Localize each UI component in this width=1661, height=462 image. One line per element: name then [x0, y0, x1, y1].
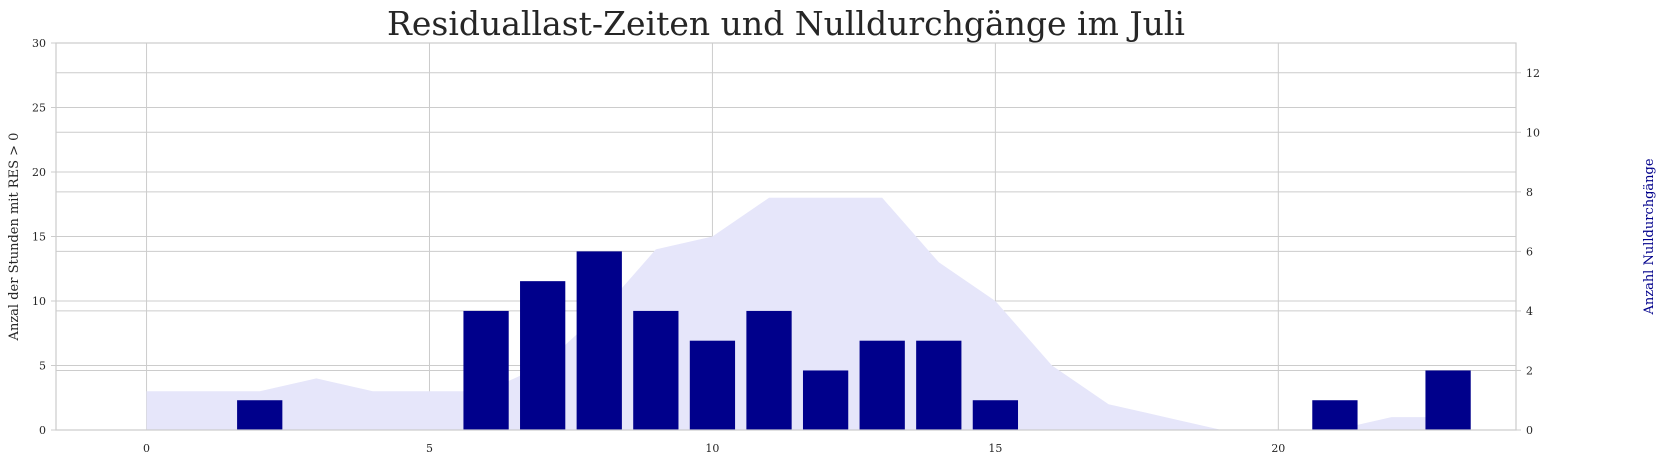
y-axis-label: Anzal der Stunden mit RES > 0 — [7, 133, 22, 342]
area-series — [146, 197, 1449, 430]
y-tick-label: 0 — [39, 424, 46, 437]
bar — [633, 310, 679, 430]
y2-tick-label: 12 — [1526, 67, 1540, 80]
x-tick-label: 10 — [705, 442, 719, 455]
y2-tick-label: 0 — [1526, 424, 1533, 437]
bar — [746, 310, 792, 430]
bar — [972, 400, 1019, 430]
bar — [1312, 400, 1358, 430]
x-tick-label: 0 — [143, 442, 150, 455]
bar — [802, 370, 849, 430]
y2-tick-label: 2 — [1526, 364, 1533, 377]
plot-frame — [55, 42, 1517, 431]
x-tick-label: 5 — [426, 442, 433, 455]
y-tick-label: 15 — [32, 231, 46, 244]
y2-axis-label: Anzahl Nulldurchgänge — [1642, 158, 1657, 315]
y-tick-label: 10 — [32, 295, 46, 308]
y2-tick-label: 8 — [1526, 186, 1533, 199]
bar — [237, 400, 283, 430]
bar — [916, 340, 962, 430]
bar — [576, 251, 622, 430]
y-tick-label: 30 — [32, 37, 46, 50]
y2-tick-label: 10 — [1526, 126, 1540, 139]
bar-layer — [237, 251, 1471, 430]
x-tick-label: 15 — [988, 442, 1002, 455]
bar — [689, 340, 736, 430]
y-tick-label: 20 — [32, 166, 46, 179]
bar — [859, 340, 905, 430]
y2-tick-label: 6 — [1526, 245, 1533, 258]
chart-title: Residuallast-Zeiten und Nulldurchgänge i… — [387, 4, 1185, 43]
y-tick-label: 25 — [32, 102, 46, 115]
tick-layer: 0 5 10 15 20 0 5 10 15 20 25 30 0 2 4 6 8 10 12 — [32, 37, 1540, 455]
x-tick-label: 20 — [1271, 442, 1285, 455]
y2-tick-label: 4 — [1526, 305, 1533, 318]
y-tick-label: 5 — [39, 360, 46, 373]
bar — [1425, 370, 1471, 430]
area-layer — [146, 197, 1449, 430]
bar — [520, 281, 566, 430]
bar — [463, 310, 509, 430]
